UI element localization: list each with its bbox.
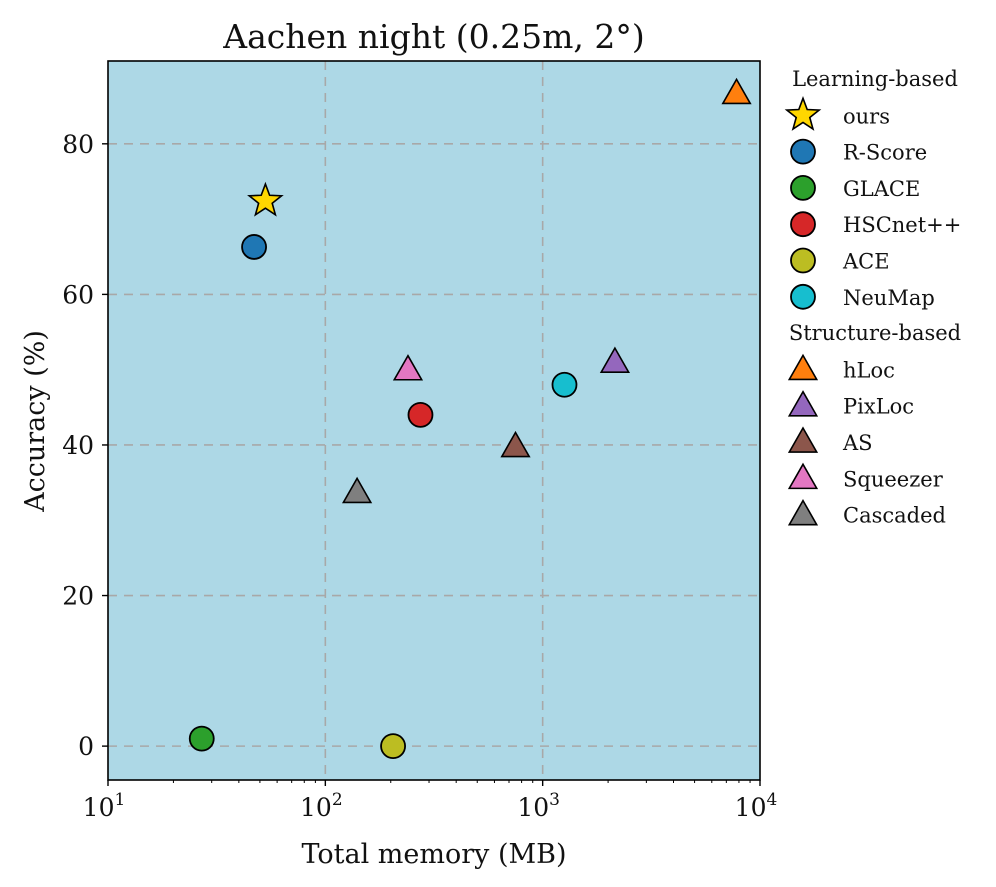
data-point-pixloc: [599, 346, 631, 374]
legend-label: ours: [843, 104, 890, 128]
legend-marker: [790, 211, 816, 238]
legend-label: NeuMap: [843, 286, 935, 310]
legend: Learning-based ours R-Score GLACE HSCnet++ AC…: [784, 67, 961, 528]
data-point-hscnet: [407, 401, 434, 428]
y-tick-label: 60: [62, 280, 94, 309]
data-point-ace: [380, 733, 406, 760]
legend-label: Squeezer: [843, 467, 944, 491]
legend-heading: Structure-based: [789, 321, 961, 345]
axis-ticks: 101 102 103 104 0 20 40 60 80: [62, 130, 777, 822]
legend-label: AS: [842, 431, 873, 455]
plot-area: [108, 61, 760, 780]
x-tick-label: 101: [83, 790, 126, 822]
data-markers: [188, 77, 752, 760]
legend-marker: [790, 174, 816, 201]
y-tick-label: 40: [62, 431, 94, 460]
legend-marker: [784, 96, 822, 131]
chart-title: Aachen night (0.25m, 2°): [222, 17, 644, 56]
plot-frame: [107, 60, 761, 781]
legend-label: HSCnet++: [843, 213, 961, 237]
data-point-as: [500, 430, 531, 458]
data-point-neumap: [551, 371, 578, 398]
x-tick-label: 102: [300, 790, 343, 822]
grid: [108, 61, 760, 780]
legend-marker: [787, 462, 819, 490]
legend-label: Cascaded: [843, 504, 946, 528]
data-point-r-score: [241, 234, 267, 260]
x-tick-label: 104: [735, 790, 778, 822]
legend-marker: [787, 390, 819, 417]
data-point-glace: [188, 725, 215, 752]
legend-label: ACE: [842, 250, 890, 274]
data-point-ours: [247, 181, 284, 217]
x-axis-label: Total memory (MB): [301, 839, 566, 870]
data-point-squeezer: [392, 354, 424, 381]
legend-label: GLACE: [843, 177, 920, 201]
legend-marker: [790, 247, 816, 274]
legend-label: R-Score: [843, 141, 927, 165]
y-axis-label: Accuracy (%): [20, 330, 51, 513]
data-point-cascaded: [341, 476, 373, 504]
x-tick-label: 103: [517, 790, 560, 822]
legend-label: hLoc: [843, 358, 895, 382]
y-tick-label: 0: [78, 732, 94, 761]
legend-marker: [790, 283, 816, 310]
legend-marker: [787, 353, 819, 381]
y-tick-label: 80: [62, 130, 94, 159]
data-point-hloc: [721, 77, 752, 105]
legend-marker: [787, 426, 819, 453]
legend-marker: [787, 498, 819, 526]
legend-marker: [790, 138, 816, 165]
legend-heading: Learning-based: [792, 67, 958, 91]
legend-label: PixLoc: [843, 395, 914, 419]
y-tick-label: 20: [62, 582, 94, 611]
